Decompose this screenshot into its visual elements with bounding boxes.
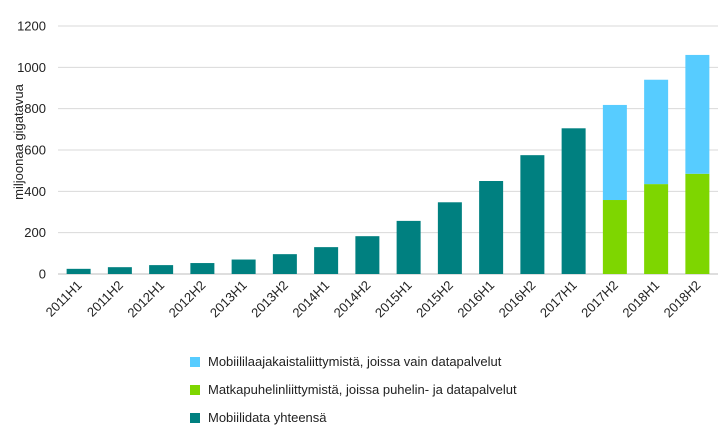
bar-total-2016H1 xyxy=(479,181,504,274)
y-axis-ticks: 0 200 400 600 800 1000 1200 xyxy=(17,19,46,282)
x-tick-label: 2016H2 xyxy=(496,278,539,321)
legend-swatch-data-only xyxy=(190,356,200,367)
x-tick-label: 2011H2 xyxy=(84,278,126,320)
x-tick-label: 2015H1 xyxy=(372,278,415,321)
bar-data-only-2017H2 xyxy=(602,104,627,201)
legend-label: Mobiilidata yhteensä xyxy=(208,410,327,425)
x-tick-label: 2012H1 xyxy=(124,278,167,321)
legend-item: Mobiililaajakaistaliittymistä, joissa va… xyxy=(190,353,517,370)
x-tick-label: 2013H1 xyxy=(207,278,250,321)
y-tick-label: 600 xyxy=(24,143,46,158)
bar-total-2012H1 xyxy=(149,265,174,274)
bar-total-2012H2 xyxy=(190,263,215,274)
bar-total-2014H2 xyxy=(355,236,380,274)
y-tick-label: 200 xyxy=(24,225,46,240)
bar-total-2013H2 xyxy=(272,254,297,274)
bar-total-2011H2 xyxy=(107,267,132,274)
bars xyxy=(66,54,710,274)
bar-total-2014H1 xyxy=(314,247,339,274)
legend: Mobiililaajakaistaliittymistä, joissa va… xyxy=(190,353,517,437)
x-tick-label: 2016H1 xyxy=(454,278,497,321)
x-tick-label: 2017H2 xyxy=(578,278,621,321)
legend-label: Matkapuhelinliittymistä, joissa puhelin-… xyxy=(208,382,517,397)
x-tick-label: 2014H2 xyxy=(331,278,374,321)
bar-total-2013H1 xyxy=(231,259,256,274)
bar-total-2015H2 xyxy=(437,202,462,274)
x-tick-label: 2014H1 xyxy=(289,278,332,321)
legend-label: Mobiililaajakaistaliittymistä, joissa va… xyxy=(208,354,502,369)
x-axis: 2011H1 2011H22012H12012H22013H12013H22014… xyxy=(43,278,704,321)
x-tick-label: 2012H2 xyxy=(166,278,209,321)
bar-data-only-2018H1 xyxy=(644,79,669,185)
y-tick-label: 0 xyxy=(39,267,46,282)
y-tick-label: 800 xyxy=(24,101,46,116)
bar-total-2017H1 xyxy=(561,128,586,274)
x-tick-label: 2011H1 xyxy=(43,278,85,320)
bar-total-2015H1 xyxy=(396,220,421,274)
x-tick-label: 2013H2 xyxy=(248,278,291,321)
x-tick-label: 2015H2 xyxy=(413,278,456,321)
y-tick-label: 1200 xyxy=(17,19,46,34)
legend-swatch-total xyxy=(190,412,200,423)
y-tick-label: 400 xyxy=(24,184,46,199)
gridlines xyxy=(58,25,718,275)
x-tick-label: 2018H2 xyxy=(661,278,704,321)
bar-total-2011H1 xyxy=(66,268,91,274)
y-tick-label: 1000 xyxy=(17,60,46,75)
bar-data-only-2018H2 xyxy=(685,54,710,174)
bar-phone-data-2018H1 xyxy=(644,184,669,274)
bar-phone-data-2018H2 xyxy=(685,173,710,274)
x-tick-label: 2017H1 xyxy=(537,278,580,321)
legend-item: Matkapuhelinliittymistä, joissa puhelin-… xyxy=(190,381,517,398)
bar-phone-data-2017H2 xyxy=(602,200,627,274)
legend-swatch-phone-data xyxy=(190,384,200,395)
legend-item: Mobiilidata yhteensä xyxy=(190,409,517,426)
bar-total-2016H2 xyxy=(520,155,545,274)
y-axis-title: miljoonaa gigatavua xyxy=(11,83,26,199)
x-tick-label: 2018H1 xyxy=(619,278,662,321)
